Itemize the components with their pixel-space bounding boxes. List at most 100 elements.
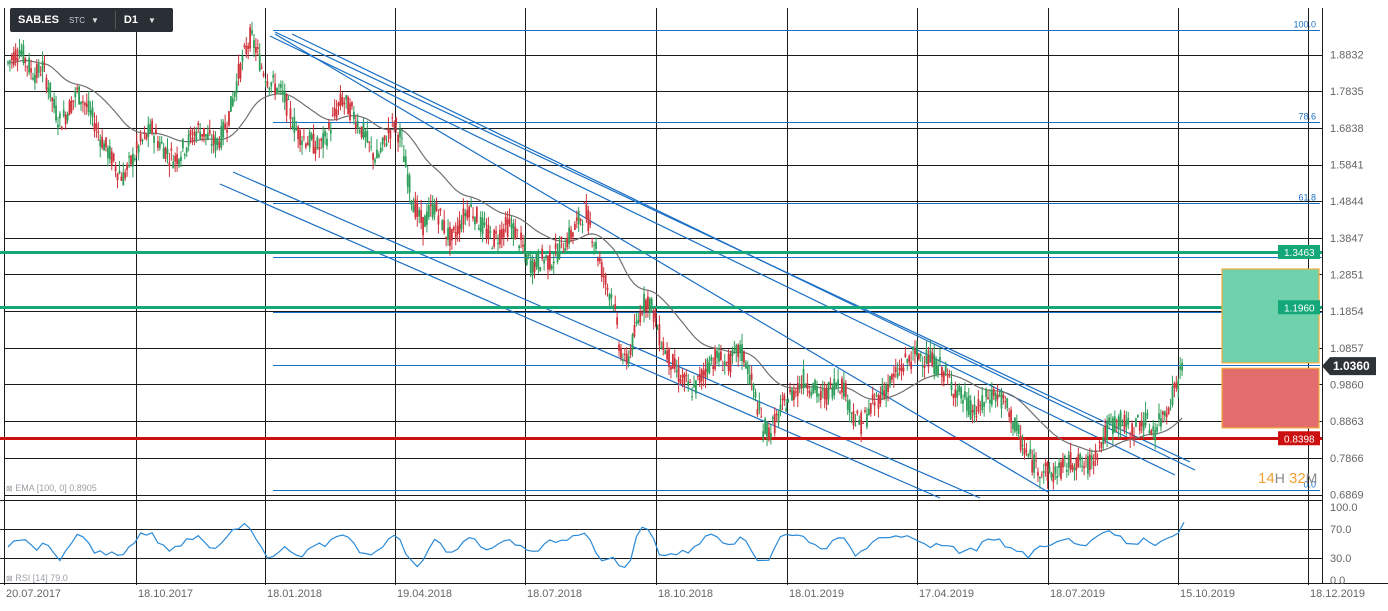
candle[interactable]	[424, 214, 426, 227]
candle[interactable]	[1069, 442, 1072, 473]
candle[interactable]	[633, 314, 636, 339]
candle[interactable]	[254, 38, 257, 62]
candle[interactable]	[627, 350, 630, 368]
candle[interactable]	[931, 348, 934, 368]
candle[interactable]	[570, 225, 572, 243]
candle[interactable]	[1161, 410, 1164, 423]
candle[interactable]	[404, 149, 407, 168]
candle[interactable]	[535, 251, 538, 270]
candle[interactable]	[514, 218, 517, 240]
candle[interactable]	[1158, 403, 1160, 427]
candle[interactable]	[937, 359, 939, 378]
trend-channel-line[interactable]	[219, 183, 941, 499]
candle[interactable]	[139, 130, 142, 146]
candle[interactable]	[14, 43, 17, 67]
candle[interactable]	[281, 80, 284, 103]
candle[interactable]	[560, 236, 563, 249]
candle[interactable]	[107, 145, 109, 167]
candle[interactable]	[205, 134, 207, 146]
candle[interactable]	[912, 346, 914, 361]
candle[interactable]	[201, 133, 203, 142]
candle[interactable]	[283, 83, 286, 110]
candle[interactable]	[1040, 471, 1043, 479]
candle[interactable]	[87, 90, 90, 117]
candle[interactable]	[181, 138, 184, 153]
candle[interactable]	[652, 308, 655, 330]
candle[interactable]	[1071, 463, 1074, 473]
candle[interactable]	[376, 139, 378, 159]
candle[interactable]	[987, 390, 989, 400]
candle[interactable]	[78, 85, 80, 105]
candle[interactable]	[30, 59, 32, 80]
candle[interactable]	[249, 23, 252, 52]
candle[interactable]	[433, 198, 436, 221]
candle[interactable]	[295, 120, 298, 131]
candle[interactable]	[1167, 406, 1170, 415]
candle[interactable]	[335, 100, 338, 122]
candle[interactable]	[1144, 401, 1147, 429]
candle[interactable]	[964, 382, 966, 401]
candle[interactable]	[883, 381, 886, 401]
candle[interactable]	[470, 197, 472, 208]
candle[interactable]	[472, 207, 474, 222]
candle[interactable]	[429, 194, 432, 217]
candle[interactable]	[944, 361, 947, 377]
candle[interactable]	[464, 208, 467, 226]
candle[interactable]	[735, 343, 738, 363]
candle[interactable]	[858, 415, 861, 426]
candle[interactable]	[247, 42, 250, 60]
candle[interactable]	[12, 46, 15, 68]
candle[interactable]	[952, 393, 955, 406]
candle[interactable]	[668, 347, 670, 375]
candle[interactable]	[301, 136, 303, 155]
candle[interactable]	[704, 358, 707, 388]
candle[interactable]	[391, 113, 394, 128]
candle[interactable]	[648, 297, 651, 321]
candle[interactable]	[1146, 409, 1149, 420]
candle[interactable]	[1150, 428, 1153, 436]
candle[interactable]	[769, 424, 772, 445]
candle[interactable]	[940, 365, 943, 386]
candle[interactable]	[1044, 458, 1047, 477]
candle[interactable]	[487, 217, 490, 245]
candle[interactable]	[881, 377, 884, 401]
candle[interactable]	[787, 398, 790, 403]
candle[interactable]	[548, 245, 551, 272]
candle[interactable]	[721, 360, 724, 371]
candle[interactable]	[1112, 416, 1114, 444]
candle[interactable]	[329, 122, 332, 142]
candle[interactable]	[741, 333, 743, 371]
timeframe-dropdown-icon[interactable]: ▼	[147, 15, 156, 25]
candle[interactable]	[130, 154, 132, 167]
candle[interactable]	[326, 132, 328, 150]
candle[interactable]	[589, 211, 592, 229]
candle[interactable]	[1017, 423, 1020, 439]
candle[interactable]	[239, 61, 242, 83]
candle[interactable]	[172, 154, 175, 169]
symbol-label[interactable]: SAB.ES	[18, 14, 59, 26]
candle[interactable]	[381, 136, 384, 152]
candle[interactable]	[958, 383, 961, 396]
candle[interactable]	[914, 340, 916, 364]
candle[interactable]	[716, 347, 718, 365]
candle[interactable]	[793, 383, 795, 407]
candle[interactable]	[1083, 460, 1085, 476]
candle[interactable]	[1160, 409, 1162, 432]
candle[interactable]	[1042, 463, 1045, 484]
candle[interactable]	[149, 118, 152, 134]
candle[interactable]	[796, 375, 799, 407]
candle[interactable]	[402, 145, 405, 163]
candle[interactable]	[191, 128, 194, 145]
candle[interactable]	[754, 388, 757, 402]
candle[interactable]	[871, 386, 874, 405]
candle[interactable]	[379, 142, 382, 154]
candle[interactable]	[264, 78, 267, 88]
candle[interactable]	[844, 379, 847, 402]
candle[interactable]	[1065, 462, 1068, 478]
candle[interactable]	[9, 59, 11, 72]
candle[interactable]	[683, 372, 686, 392]
candle[interactable]	[900, 358, 903, 381]
candle[interactable]	[32, 72, 34, 81]
candle[interactable]	[606, 283, 609, 297]
candle[interactable]	[841, 376, 843, 400]
